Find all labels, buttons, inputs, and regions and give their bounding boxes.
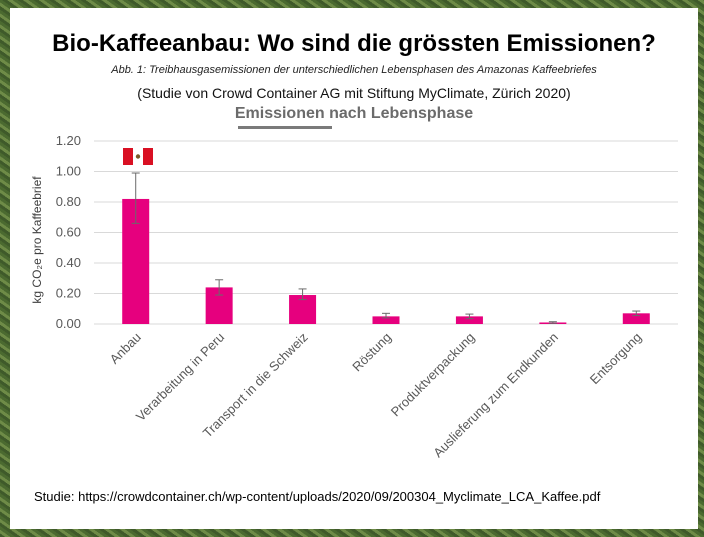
chart-title: Emissionen nach Lebensphase [234, 105, 474, 122]
y-axis-ticks: 0.00 0.20 0.40 0.60 0.80 1.00 1.20 [56, 133, 81, 331]
x-tick-label: Verarbeitung in Peru [133, 330, 227, 424]
chart-panel: Bio-Kaffeeanbau: Wo sind die grössten Em… [10, 8, 698, 529]
y-tick-label: 0.40 [56, 255, 81, 270]
y-tick-label: 1.00 [56, 164, 81, 179]
gridlines [94, 140, 678, 325]
y-tick-label: 0.60 [56, 225, 81, 240]
error-bars [131, 172, 641, 324]
figure-caption: Abb. 1: Treibhausgasemissionen der unter… [111, 64, 597, 76]
bar [455, 316, 483, 324]
peru-flag-icon [123, 148, 153, 165]
y-tick-label: 0.20 [56, 286, 81, 301]
x-tick-label: Entsorgung [587, 330, 645, 388]
chart-title-underline [238, 126, 332, 129]
bar [372, 316, 400, 324]
y-axis-label: kg CO₂e pro Kaffeebrief [30, 176, 44, 304]
page-title: Bio-Kaffeeanbau: Wo sind die grössten Em… [52, 30, 656, 57]
y-tick-label: 0.00 [56, 316, 81, 331]
x-tick-label: Produktverpackung [388, 330, 478, 420]
bar [622, 313, 650, 324]
y-tick-label: 1.20 [56, 133, 81, 148]
y-tick-label: 0.80 [56, 194, 81, 209]
x-tick-label: Anbau [107, 330, 144, 367]
bars [122, 198, 650, 324]
study-note: (Studie von Crowd Container AG mit Stift… [137, 85, 571, 101]
bar-chart: 0.00 0.20 0.40 0.60 0.80 1.00 1.20 kg CO₂e pro… [30, 133, 678, 461]
x-tick-label: Röstung [349, 330, 394, 375]
source-link[interactable]: Studie: https://crowdcontainer.ch/wp-con… [34, 489, 601, 504]
